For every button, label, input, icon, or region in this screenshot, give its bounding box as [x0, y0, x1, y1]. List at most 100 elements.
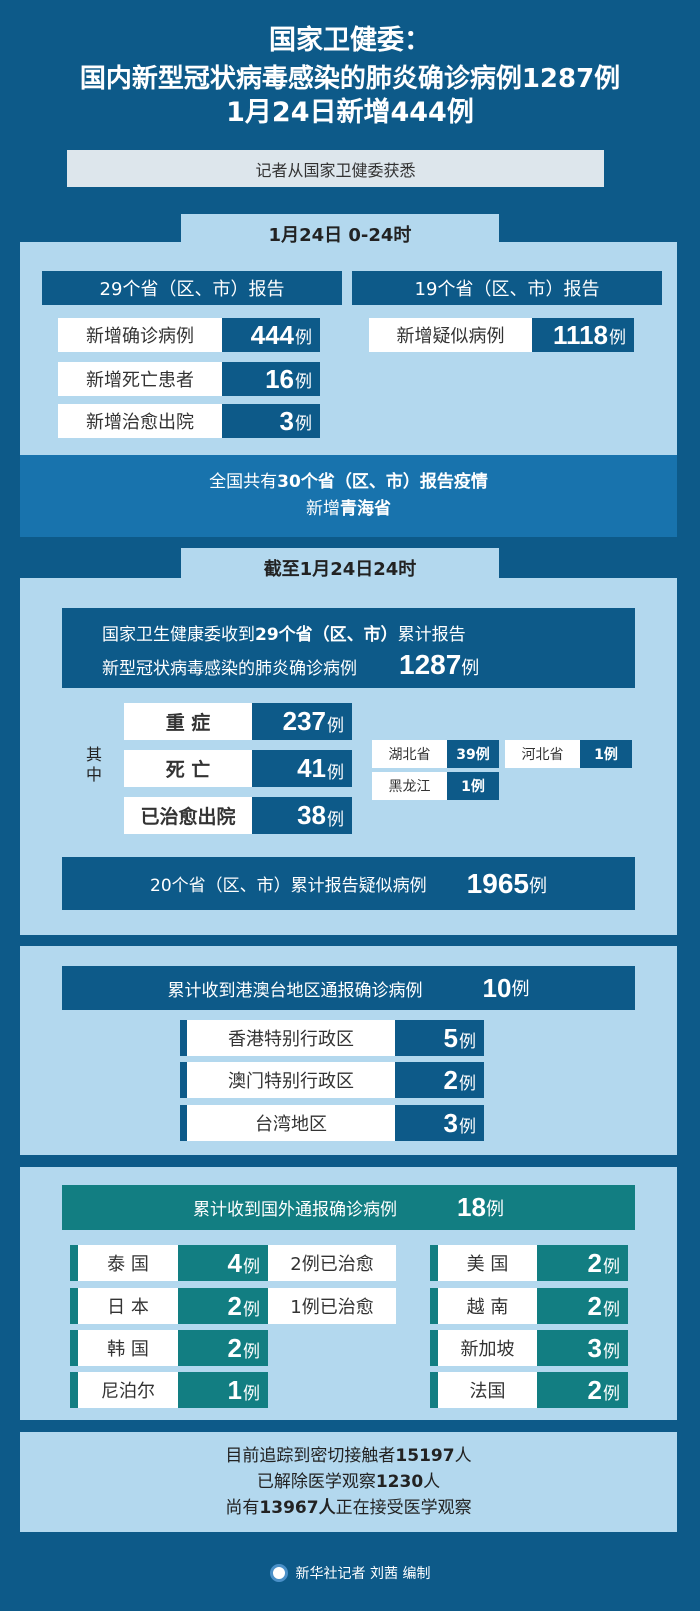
unit: 例 — [511, 979, 530, 1000]
value-number: 237 — [282, 706, 326, 736]
region-label: 澳门特别行政区 — [180, 1062, 395, 1098]
province-label: 湖北省 — [372, 740, 447, 768]
unit: 例 — [243, 1384, 260, 1404]
breakdown-label: 已治愈出院 — [124, 797, 252, 834]
stat-value: 16 例 — [222, 362, 320, 396]
country-label: 美 国 — [430, 1245, 537, 1281]
region-label: 台湾地区 — [180, 1105, 395, 1141]
contacts-text: 已解除医学观察 — [256, 1472, 376, 1492]
value-number: 16 — [265, 363, 294, 394]
title-line-3: 1月24日新增444例 — [226, 97, 474, 128]
summary-value: 1287 — [399, 649, 462, 680]
breakdown-label: 重 症 — [124, 703, 252, 740]
value-number: 2 — [587, 1374, 602, 1405]
hmt-header-value: 10 — [482, 972, 512, 1003]
contacts-text: 尚有 — [225, 1498, 260, 1518]
left-header: 29个省（区、市）报告 — [42, 271, 342, 305]
recovered-note: 2例已治愈 — [268, 1245, 396, 1281]
province-label: 河北省 — [505, 740, 580, 768]
stat-value: 444 例 — [222, 318, 320, 352]
country-label: 韩 国 — [70, 1330, 178, 1366]
value-number: 2 — [443, 1064, 458, 1095]
country-label: 新加坡 — [430, 1330, 537, 1366]
summary-text: 累计报告 — [397, 625, 466, 645]
value-number: 3 — [443, 1107, 458, 1138]
band-text: 新增 — [306, 499, 340, 519]
recovered-note: 1例已治愈 — [268, 1288, 396, 1324]
unit: 例 — [327, 716, 344, 736]
title-line-1: 国家卫健委： — [269, 25, 431, 56]
stat-value: 1118 例 — [532, 318, 634, 352]
unit: 例 — [603, 1384, 620, 1404]
credit: 新华社记者 刘茜 编制 — [0, 1560, 700, 1586]
value-number: 3 — [279, 405, 294, 436]
value-number: 41 — [297, 753, 326, 783]
contacts-number: 13967人 — [259, 1498, 336, 1518]
section1-tab: 1月24日 0-24时 — [181, 214, 499, 254]
country-label: 越 南 — [430, 1288, 537, 1324]
value-number: 2 — [227, 1290, 242, 1321]
unit: 例 — [327, 763, 344, 783]
value-number: 1118 — [553, 319, 608, 350]
foreign-header: 累计收到国外通报确诊病例 18 例 — [62, 1185, 635, 1230]
summary-text: 国家卫生健康委收到 — [102, 625, 255, 645]
unit: 例 — [603, 1257, 620, 1277]
unit: 例 — [243, 1300, 260, 1320]
foreign-header-value: 18 — [457, 1192, 486, 1222]
value-number: 3 — [587, 1332, 602, 1363]
summary-highlight: 29个省（区、市） — [255, 625, 398, 645]
unit: 例 — [243, 1257, 260, 1277]
contacts-panel: 目前追踪到密切接触者15197人 已解除医学观察1230人 尚有13967人正在… — [20, 1432, 677, 1532]
contacts-text: 目前追踪到密切接触者 — [225, 1446, 396, 1466]
stat-label: 新增疑似病例 — [369, 318, 532, 352]
contacts-number: 15197 — [395, 1446, 455, 1466]
unit: 例 — [295, 414, 312, 434]
unit: 例 — [295, 372, 312, 392]
suspected-label: 20个省（区、市）累计报告疑似病例 — [150, 876, 427, 896]
unit: 例 — [603, 1342, 620, 1362]
value-number: 2 — [587, 1290, 602, 1321]
summary-text: 新型冠状病毒感染的肺炎确诊病例 — [102, 659, 357, 679]
suspected-total: 20个省（区、市）累计报告疑似病例 1965 例 — [62, 857, 635, 910]
band-text: 全国共有 — [209, 472, 278, 492]
section2-tab: 截至1月24日24时 — [181, 548, 499, 588]
cumulative-summary: 国家卫生健康委收到29个省（区、市）累计报告 新型冠状病毒感染的肺炎确诊病例 12… — [62, 608, 635, 688]
hmt-header-label: 累计收到港澳台地区通报确诊病例 — [167, 980, 423, 1001]
province-label: 黑龙江 — [372, 772, 447, 800]
unit: 例 — [609, 328, 626, 348]
among-label: 其中 — [85, 745, 102, 784]
country-label: 法国 — [430, 1372, 537, 1408]
suspected-value: 1965 — [466, 867, 529, 899]
value-number: 444 — [250, 319, 294, 350]
foreign-header-label: 累计收到国外通报确诊病例 — [193, 1200, 398, 1220]
national-band: 全国共有30个省（区、市）报告疫情 新增青海省 — [20, 455, 677, 537]
value-number: 38 — [297, 800, 326, 830]
stat-label: 新增确诊病例 — [58, 318, 222, 352]
unit: 例 — [327, 810, 344, 830]
breakdown-label: 死 亡 — [124, 750, 252, 787]
province-value: 1例 — [447, 772, 499, 800]
xinhua-logo-icon — [269, 1564, 288, 1582]
value-number: 2 — [227, 1332, 242, 1363]
stat-label: 新增治愈出院 — [58, 404, 222, 438]
value-number: 1 — [227, 1374, 242, 1405]
breakdown-value: 237 例 — [252, 703, 352, 740]
breakdown-value: 41 例 — [252, 750, 352, 787]
unit: 例 — [459, 1074, 476, 1094]
contacts-text: 人 — [423, 1472, 441, 1492]
band-highlight: 30个省（区、市）报告疫情 — [277, 472, 488, 492]
unit: 例 — [528, 876, 547, 897]
title-line-2: 国内新型冠状病毒感染的肺炎确诊病例1287例 — [79, 64, 621, 94]
